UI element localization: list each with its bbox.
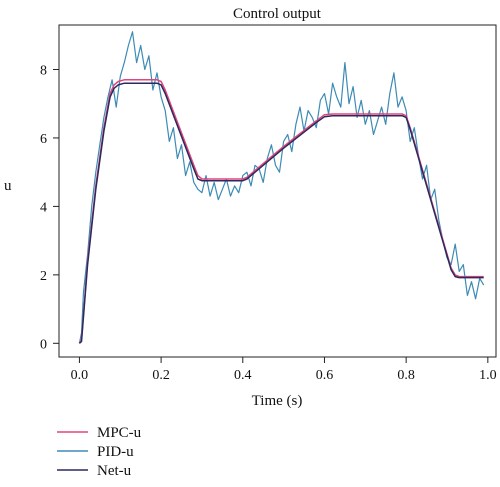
x-tick-label: 0.4 xyxy=(234,368,252,383)
series-layer xyxy=(78,31,485,344)
x-tick-label: 0.2 xyxy=(152,368,170,383)
x-tick-label: 1.0 xyxy=(479,368,497,383)
y-tick-label: 4 xyxy=(40,200,47,215)
y-tick-label: 2 xyxy=(40,269,47,284)
legend-label-net-u: Net-u xyxy=(97,463,132,479)
x-axis: 0.0 0.2 0.4 0.6 0.8 1.0 xyxy=(71,357,497,383)
x-tick-label: 0.0 xyxy=(71,368,89,383)
y-axis: 0 2 4 6 8 xyxy=(40,63,59,352)
y-tick-label: 0 xyxy=(40,337,47,352)
legend: MPC-u PID-u Net-u xyxy=(57,425,142,479)
legend-label-mpc-u: MPC-u xyxy=(97,425,142,441)
legend-label-pid-u: PID-u xyxy=(97,444,134,460)
y-axis-label: u xyxy=(4,178,12,194)
plot-frame xyxy=(58,24,497,358)
y-tick-label: 6 xyxy=(40,132,47,147)
series-line-pid-u xyxy=(78,31,485,344)
chart-title: Control output xyxy=(233,6,322,22)
x-tick-label: 0.8 xyxy=(397,368,415,383)
y-tick-label: 8 xyxy=(40,63,47,78)
x-axis-label: Time (s) xyxy=(252,393,303,409)
x-tick-label: 0.6 xyxy=(316,368,334,383)
series-line-net-u xyxy=(78,82,484,344)
series-line-mpc-u xyxy=(78,79,484,344)
